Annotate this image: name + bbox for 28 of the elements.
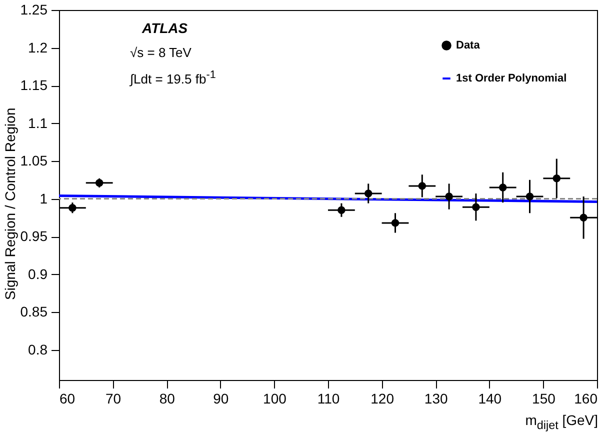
x-tick-label: 140 — [478, 390, 502, 406]
x-tick-label: 130 — [424, 390, 448, 406]
y-tick-label: 1.25 — [20, 2, 48, 18]
x-tick-label: 160 — [574, 390, 598, 406]
x-tick-label: 120 — [370, 390, 394, 406]
x-tick-label: 80 — [159, 390, 176, 406]
x-tick-label: 70 — [106, 390, 122, 406]
y-tick-label: 0.85 — [20, 304, 48, 320]
y-tick-label: 0.95 — [20, 228, 48, 244]
legend-label: Data — [456, 40, 481, 52]
y-axis-title: Signal Region / Control Region — [2, 108, 18, 300]
annotation: ATLAS — [142, 20, 188, 36]
annotation: √s = 8 TeV — [130, 45, 192, 60]
x-tick-label: 150 — [532, 390, 556, 406]
y-tick-label: 1.15 — [20, 77, 48, 94]
y-tick-label: 1 — [40, 190, 48, 206]
y-tick-label: 0.8 — [28, 341, 48, 358]
y-tick-label: 1.1 — [28, 114, 48, 131]
x-tick-label: 100 — [263, 390, 287, 406]
y-tick-label: 0.9 — [28, 266, 48, 282]
legend-label: 1st Order Polynomial — [456, 72, 567, 84]
x-tick-label: 90 — [213, 390, 229, 406]
x-tick-label: 60 — [60, 390, 76, 406]
y-tick-label: 1.2 — [28, 39, 48, 56]
x-axis-title: m$_{dijet}$ [GeV] — [525, 412, 598, 432]
annotation: ∫Ldt = 19.5 fb$^{-1}$ — [130, 69, 216, 86]
x-tick-label: 110 — [317, 390, 340, 406]
y-tick-label: 1.05 — [20, 152, 48, 169]
